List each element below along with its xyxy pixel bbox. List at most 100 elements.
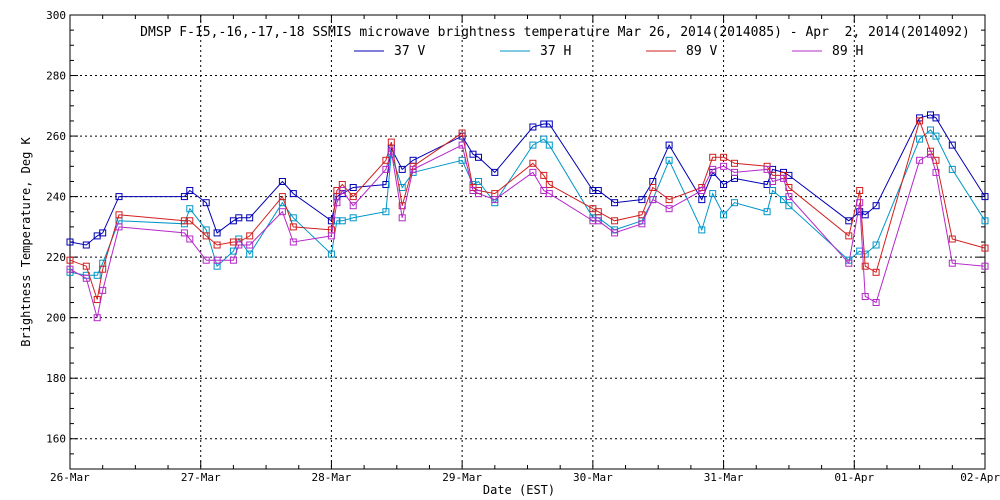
legend-label: 89 V: [686, 44, 717, 59]
series-line: [69, 119, 986, 300]
data-point-marker: [763, 165, 771, 173]
data-point-marker: [99, 286, 107, 294]
data-point-marker: [981, 217, 989, 225]
data-point-marker: [349, 214, 357, 222]
data-point-marker: [698, 187, 706, 194]
data-point-marker: [529, 123, 537, 131]
y-tick-label: 240: [46, 191, 66, 204]
data-point-marker: [327, 250, 335, 258]
data-point-marker: [594, 217, 602, 225]
data-point-marker: [82, 241, 90, 249]
data-point-marker: [475, 153, 482, 161]
data-point-marker: [349, 193, 357, 201]
data-point-marker: [709, 153, 717, 161]
data-point-marker: [213, 241, 221, 249]
data-point-marker: [785, 202, 793, 210]
data-point-marker: [202, 232, 210, 240]
data-point-marker: [529, 159, 537, 167]
data-point-marker: [720, 162, 728, 170]
x-tick-label: 31-Mar: [704, 471, 744, 484]
data-point-marker: [927, 150, 934, 158]
data-point-marker: [382, 208, 390, 216]
chart-title: DMSP F-15,-16,-17,-18 SSMIS microwave br…: [140, 25, 970, 40]
data-point-marker: [611, 229, 619, 237]
series-line: [69, 144, 986, 318]
data-point-marker: [327, 232, 335, 240]
data-point-marker: [932, 168, 940, 176]
data-point-marker: [540, 135, 548, 143]
data-point-marker: [698, 226, 706, 234]
axes: 160 180 200 220 240 260 280 300 26-Mar 27-Mar 28-M…: [46, 9, 1000, 484]
data-point-marker: [780, 174, 787, 182]
data-point-marker: [278, 208, 286, 216]
data-point-marker: [387, 138, 395, 146]
data-point-marker: [872, 202, 880, 210]
data-point-marker: [932, 132, 940, 140]
data-point-marker: [235, 214, 243, 222]
data-point-marker: [398, 214, 406, 222]
data-point-marker: [202, 199, 210, 207]
data-point-marker: [932, 156, 940, 164]
series-89-h: [66, 141, 989, 322]
data-point-marker: [698, 196, 706, 204]
x-axis-label: Date (EST): [483, 483, 555, 497]
data-point-marker: [475, 190, 482, 198]
y-tick-label: 220: [46, 251, 66, 264]
data-point-marker: [338, 187, 346, 194]
data-point-marker: [731, 168, 738, 176]
data-point-marker: [186, 187, 194, 194]
data-point-marker: [709, 165, 717, 173]
data-point-marker: [611, 217, 619, 225]
series-line: [69, 129, 986, 276]
legend-label: 37 H: [540, 44, 571, 59]
data-point-marker: [545, 181, 553, 188]
data-point-marker: [709, 190, 717, 198]
data-point-marker: [861, 293, 869, 300]
data-point-marker: [948, 235, 956, 243]
data-point-marker: [872, 241, 880, 249]
data-point-marker: [948, 165, 956, 173]
x-tick-label: 02-Apr: [960, 471, 1000, 484]
data-point-marker: [398, 165, 406, 173]
data-point-marker: [845, 259, 853, 267]
data-point-marker: [333, 187, 341, 194]
data-point-marker: [180, 229, 188, 237]
data-point-marker: [529, 141, 537, 149]
data-point-marker: [845, 217, 853, 225]
legend-label: 37 V: [394, 44, 425, 59]
data-point-marker: [665, 156, 673, 164]
legend-label: 89 H: [832, 44, 863, 59]
x-tick-label: 28-Mar: [312, 471, 352, 484]
data-point-marker: [845, 232, 853, 240]
data-point-marker: [529, 168, 537, 176]
y-tick-label: 200: [46, 312, 66, 325]
data-point-marker: [213, 229, 221, 237]
data-point-marker: [387, 147, 395, 155]
data-point-marker: [638, 211, 646, 219]
data-point-marker: [720, 181, 728, 188]
x-tick-label: 29-Mar: [442, 471, 482, 484]
data-point-marker: [180, 217, 188, 225]
y-tick-label: 180: [46, 372, 66, 385]
data-point-marker: [99, 265, 107, 273]
data-point-marker: [93, 314, 101, 322]
data-point-marker: [720, 153, 728, 161]
x-tick-label: 01-Apr: [834, 471, 874, 484]
y-tick-label: 300: [46, 9, 66, 22]
data-point-marker: [948, 141, 956, 149]
data-point-marker: [665, 196, 673, 204]
data-point-marker: [731, 159, 738, 167]
data-point-marker: [785, 193, 793, 201]
data-point-marker: [856, 187, 864, 194]
data-point-marker: [872, 299, 880, 306]
data-point-marker: [202, 256, 210, 264]
data-point-marker: [66, 265, 74, 273]
data-point-marker: [611, 199, 619, 207]
data-point-marker: [82, 262, 90, 270]
series-line: [69, 114, 986, 246]
data-point-marker: [180, 193, 188, 201]
data-point-marker: [916, 156, 924, 164]
data-point-marker: [278, 193, 286, 201]
data-point-marker: [289, 190, 297, 198]
